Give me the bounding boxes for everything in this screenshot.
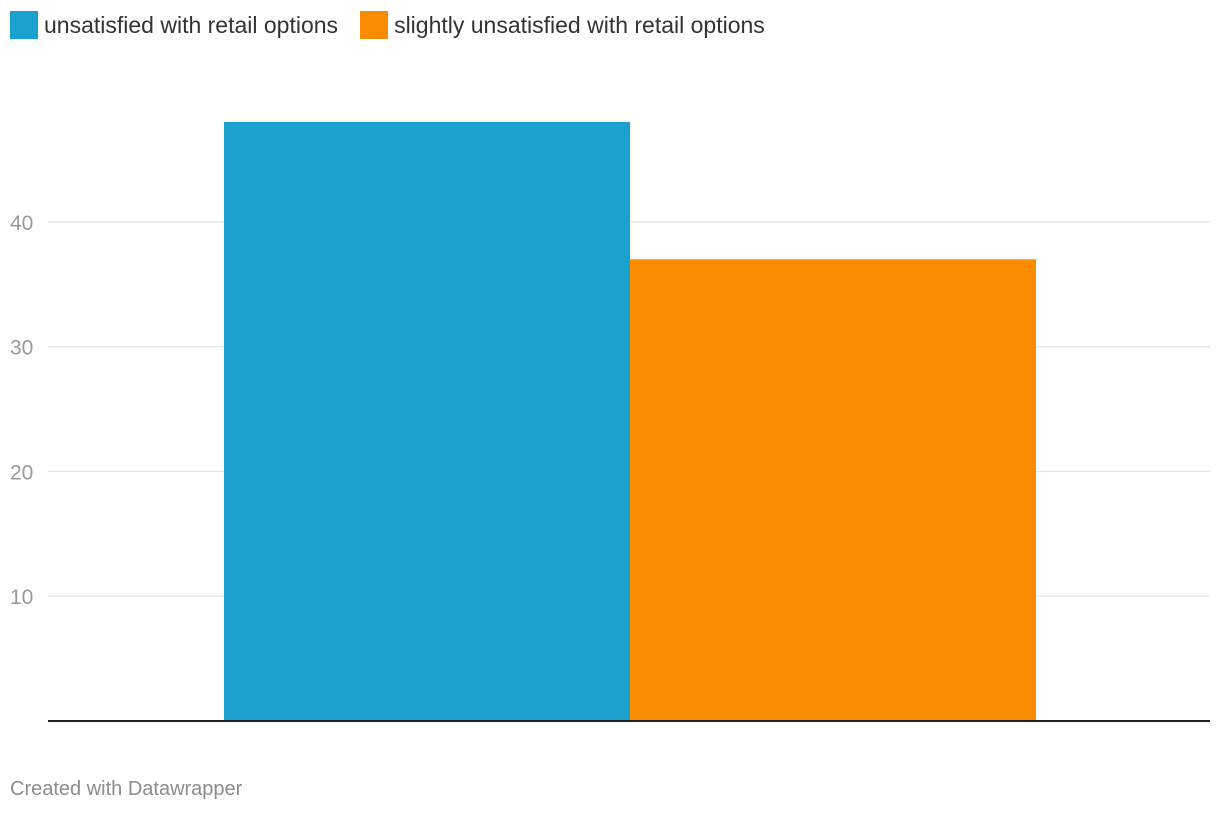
bar-slightly-unsatisfied (630, 259, 1036, 721)
legend-label-unsatisfied: unsatisfied with retail options (44, 12, 339, 38)
y-tick-label-40: 40 (10, 212, 33, 235)
legend-label-slightly-unsatisfied: slightly unsatisfied with retail options (394, 12, 765, 38)
bar-unsatisfied (224, 122, 630, 721)
bar-chart: 10 20 30 40 (10, 122, 1210, 722)
y-tick-label-20: 20 (10, 461, 33, 484)
legend-swatch-unsatisfied (10, 11, 38, 39)
y-tick-label-10: 10 (10, 586, 33, 609)
legend-item-slightly-unsatisfied: slightly unsatisfied with retail options (360, 11, 765, 39)
legend-swatch-slightly-unsatisfied (360, 11, 389, 39)
chart-legend: unsatisfied with retail options slightly… (10, 11, 765, 39)
footer-credit: Created with Datawrapper (10, 778, 243, 800)
y-tick-label-30: 30 (10, 337, 33, 360)
legend-item-unsatisfied: unsatisfied with retail options (10, 11, 338, 39)
